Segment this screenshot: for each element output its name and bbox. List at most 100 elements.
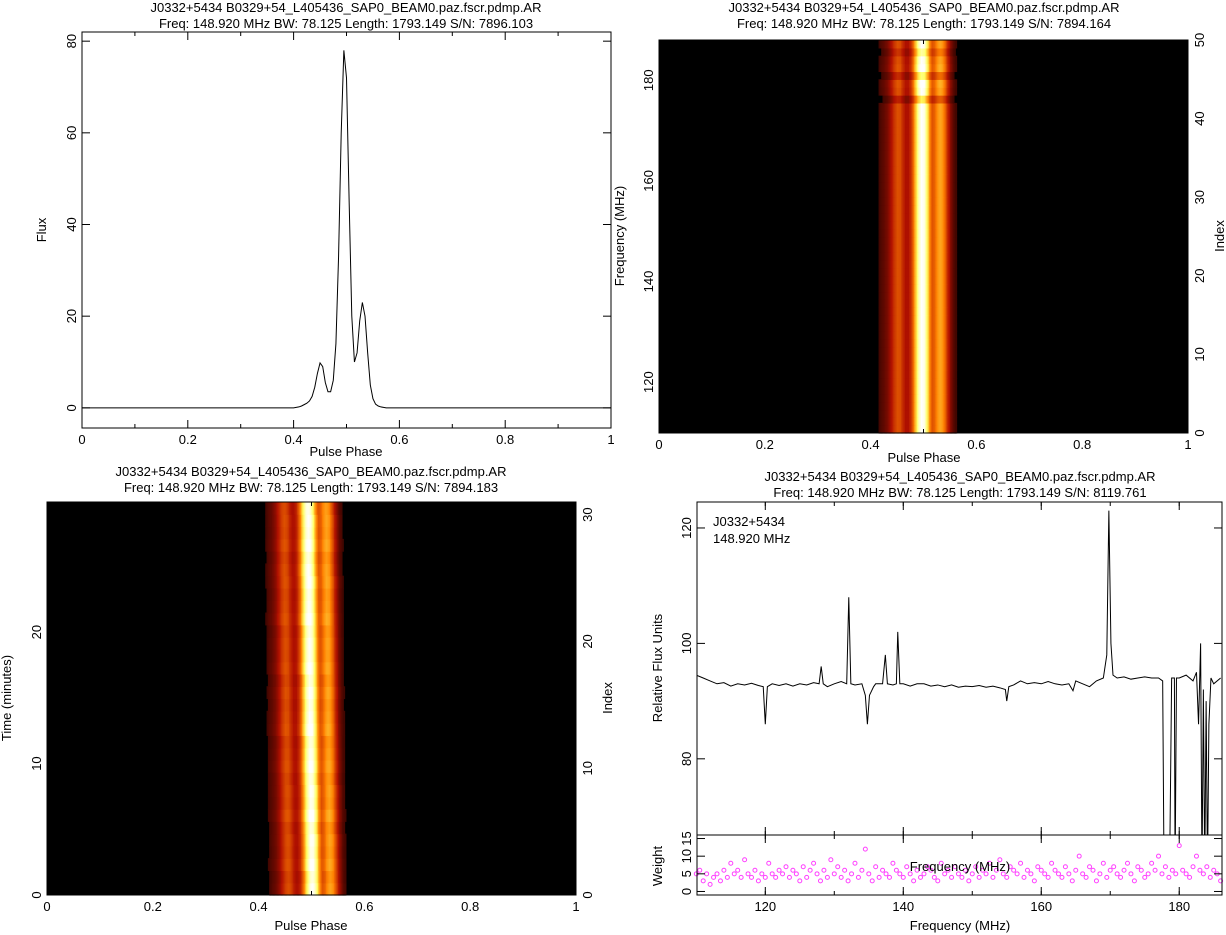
heatmap-cell: [319, 661, 322, 675]
heatmap-cell: [289, 698, 291, 712]
heatmap-cell: [269, 649, 272, 663]
heatmap-cell: [932, 307, 935, 316]
heatmap-cell: [294, 502, 297, 515]
heatmap-cell: [312, 845, 315, 859]
heatmap-cell: [302, 735, 305, 749]
heatmap-cell: [323, 845, 326, 859]
heatmap-cell: [899, 95, 902, 104]
y-tick-label: 40: [64, 217, 79, 231]
heatmap-cell: [948, 189, 951, 198]
heatmap-cell: [926, 220, 929, 230]
heatmap-cell: [266, 514, 269, 528]
heatmap-cell: [907, 220, 910, 230]
heatmap-cell: [271, 612, 274, 626]
heatmap-cell: [290, 796, 293, 810]
heatmap-cell: [298, 649, 301, 663]
heatmap-cell: [274, 673, 277, 687]
heatmap-cell: [943, 55, 946, 65]
heatmap-cell: [943, 212, 946, 222]
heatmap-cell: [944, 71, 947, 80]
heatmap-cell: [883, 417, 886, 426]
heatmap-cell: [281, 845, 284, 859]
heatmap-cell: [953, 401, 956, 411]
heatmap-cell: [882, 63, 885, 73]
heatmap-cell: [899, 118, 902, 128]
heatmap-cell: [923, 385, 926, 395]
heatmap-cell: [328, 845, 331, 859]
heatmap-cell: [289, 796, 291, 810]
heatmap-cell: [934, 377, 937, 387]
heatmap-cell: [948, 322, 951, 332]
heatmap-cell: [331, 637, 334, 650]
heatmap-cell: [893, 79, 896, 88]
heatmap-cell: [940, 283, 943, 293]
heatmap-cell: [891, 71, 894, 80]
heatmap-cell: [883, 275, 886, 285]
heatmap-cell: [311, 723, 314, 736]
heatmap-cell: [914, 71, 917, 80]
heatmap-cell: [323, 600, 326, 614]
heatmap-cell: [945, 173, 948, 183]
heatmap-cell: [927, 283, 930, 293]
heatmap-cell: [939, 110, 942, 120]
heatmap-cell: [943, 220, 946, 230]
heatmap-cell: [911, 126, 914, 135]
heatmap-cell: [320, 661, 323, 675]
heatmap-cell: [936, 79, 939, 88]
y2-axis-label: Index: [1212, 220, 1226, 252]
heatmap-cell: [894, 173, 897, 183]
heatmap-cell: [881, 63, 884, 73]
heatmap-cell: [327, 673, 330, 687]
heatmap-cell: [901, 409, 903, 418]
heatmap-cell: [270, 858, 273, 872]
heatmap-cell: [341, 600, 344, 614]
heatmap-cell: [306, 735, 309, 749]
heatmap-cell: [951, 197, 954, 206]
heatmap-cell: [304, 809, 307, 822]
heatmap-cell: [901, 189, 903, 198]
heatmap-cell: [314, 821, 317, 835]
heatmap-cell: [320, 502, 323, 515]
heatmap-cell: [286, 575, 289, 589]
heatmap-cell: [298, 747, 301, 761]
heatmap-cell: [328, 833, 331, 847]
heatmap-cell: [915, 330, 918, 340]
heatmap-cell: [283, 612, 286, 626]
heatmap-cell: [932, 385, 935, 395]
heatmap-cell: [304, 587, 307, 601]
heatmap-cell: [328, 821, 331, 835]
y-tick-label: 20: [64, 309, 79, 323]
heatmap-cell: [307, 710, 310, 724]
heatmap-cell: [927, 409, 930, 418]
heatmap-cell: [318, 526, 321, 540]
heatmap-cell: [907, 291, 910, 300]
heatmap-cell: [907, 63, 910, 73]
heatmap-cell: [294, 882, 297, 896]
heatmap-cell: [926, 385, 929, 395]
heatmap-cell: [304, 673, 307, 687]
heatmap-cell: [890, 87, 893, 96]
heatmap-cell: [286, 698, 289, 712]
heatmap-cell: [945, 71, 948, 80]
heatmap-cell: [879, 307, 882, 316]
heatmap-cell: [336, 821, 339, 835]
heatmap-cell: [271, 637, 274, 650]
heatmap-cell: [904, 370, 907, 379]
heatmap-cell: [906, 409, 909, 418]
heatmap-cell: [935, 165, 938, 175]
heatmap-cell: [940, 267, 943, 277]
heatmap-cell: [339, 673, 342, 687]
heatmap-cell: [306, 538, 309, 552]
heatmap-cell: [924, 252, 927, 261]
heatmap-cell: [945, 165, 948, 175]
heatmap-cell: [906, 299, 909, 308]
heatmap-cell: [881, 165, 884, 175]
heatmap-cell: [881, 370, 884, 379]
heatmap-cell: [891, 150, 894, 159]
heatmap-cell: [947, 370, 950, 379]
heatmap-cell: [270, 661, 273, 675]
heatmap-cell: [277, 821, 280, 835]
heatmap-cell: [879, 338, 882, 348]
heatmap-cell: [907, 393, 910, 403]
heatmap-cell: [942, 362, 944, 371]
